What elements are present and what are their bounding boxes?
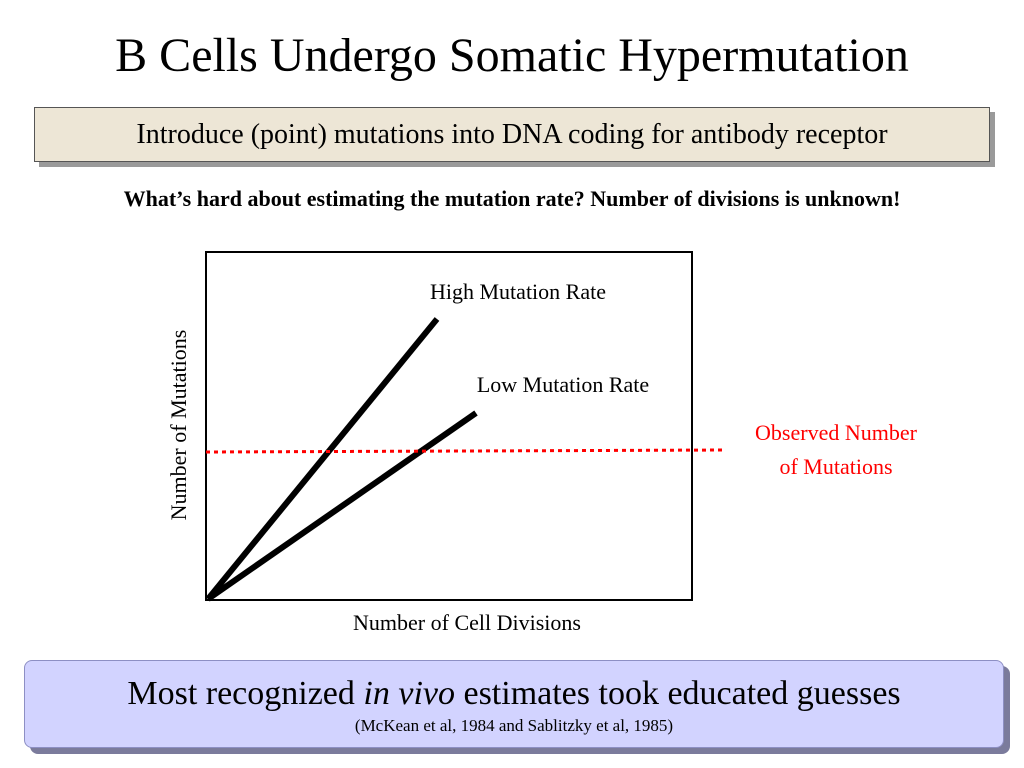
- footer-main-after: estimates took educated guesses: [454, 675, 901, 712]
- high-rate-line: [205, 317, 440, 601]
- footer-main-text: Most recognized in vivo estimates took e…: [25, 675, 1003, 712]
- observed-label-line2: of Mutations: [779, 454, 892, 479]
- high-rate-label: High Mutation Rate: [430, 279, 606, 304]
- x-axis-label: Number of Cell Divisions: [353, 610, 581, 635]
- footer-citation: (McKean et al, 1984 and Sablitzky et al,…: [354, 716, 674, 736]
- observed-mutations-line: [205, 448, 727, 454]
- footer-main-italic: in vivo: [363, 675, 455, 712]
- question-text: What’s hard about estimating the mutatio…: [123, 186, 901, 211]
- y-axis-label: Number of Mutations: [166, 330, 191, 521]
- slide-title: B Cells Undergo Somatic Hypermutation: [115, 29, 909, 82]
- observed-label-line1: Observed Number: [755, 420, 918, 445]
- low-rate-line: [206, 410, 478, 602]
- footer-box: Most recognized in vivo estimates took e…: [24, 660, 1004, 748]
- footer-main-before: Most recognized: [127, 675, 364, 712]
- subtitle-box: Introduce (point) mutations into DNA cod…: [34, 107, 990, 162]
- plot-frame: [205, 251, 693, 601]
- subtitle-text: Introduce (point) mutations into DNA cod…: [136, 118, 888, 150]
- low-rate-label: Low Mutation Rate: [477, 372, 649, 397]
